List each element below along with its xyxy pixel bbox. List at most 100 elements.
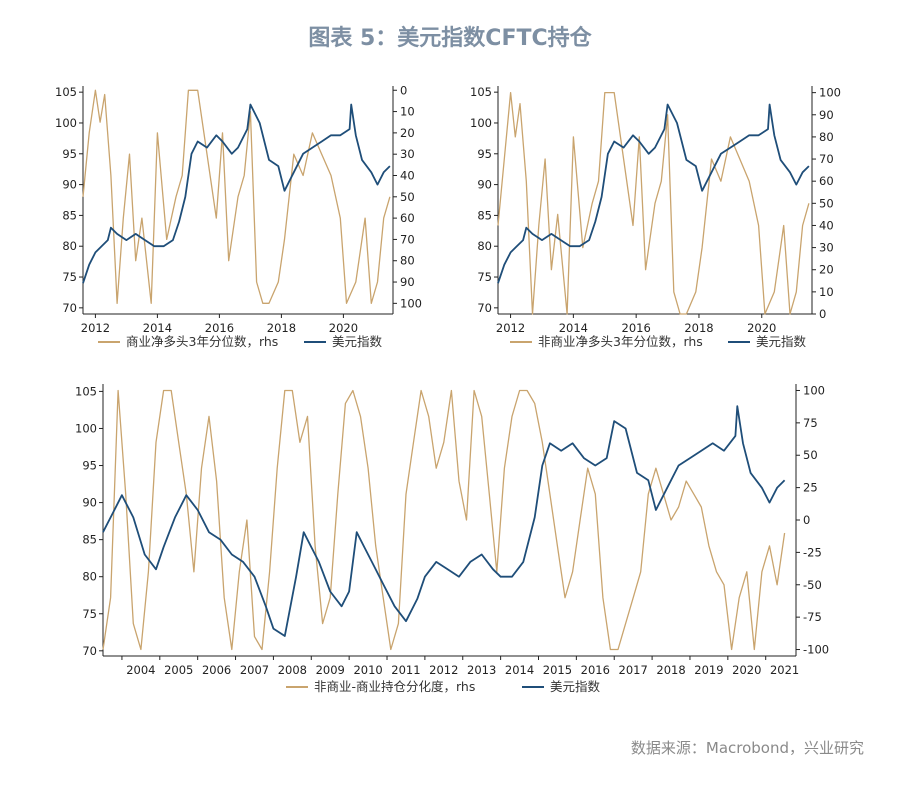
chart-panel-divergence: 70 75 80 85 90 95 100 105 -100 -75 -50 -25 0 25 50 75 10…	[75, 383, 829, 694]
x-tick-label: 2010	[353, 663, 382, 677]
x-tick-label: 2013	[467, 663, 496, 677]
rhs-tick-label: 100	[819, 86, 841, 100]
x-tick-label: 2014	[505, 663, 534, 677]
x-tick-label: 2019	[694, 663, 723, 677]
legend-label-usd-index: 美元指数	[550, 679, 601, 694]
lhs-tick-label: 75	[82, 607, 97, 621]
x-tick-label: 2014	[559, 321, 588, 335]
series-line-usd-index	[82, 103, 391, 284]
x-tick-label: 2017	[619, 663, 648, 677]
x-tick-label: 2020	[732, 663, 761, 677]
rhs-tick-label: 0	[803, 513, 810, 527]
chart-panel-commercial: 70 75 80 85 90 95 100 105 0 10 20 30 40 50 60 70 80 90 100…	[55, 83, 422, 349]
rhs-tick-label: 50	[819, 196, 834, 210]
series-line-cftc	[82, 89, 391, 304]
x-tick-label: 2014	[143, 321, 172, 335]
rhs-tick-label: 70	[819, 152, 834, 166]
lhs-tick-label: 105	[55, 85, 77, 99]
rhs-tick-label: 90	[400, 275, 415, 289]
series-line-cftc	[497, 91, 810, 315]
x-tick-label: 2009	[316, 663, 345, 677]
series-line-usd-index	[102, 405, 786, 637]
lhs-tick-label: 90	[82, 496, 97, 510]
rhs-tick-label: 10	[819, 285, 834, 299]
lhs-tick-label: 100	[75, 421, 97, 435]
lhs-tick-label: 70	[82, 644, 97, 658]
lhs-tick-label: 70	[62, 301, 77, 315]
lhs-tick-label: 75	[62, 270, 77, 284]
rhs-tick-label: -25	[803, 545, 822, 559]
lhs-tick-label: 100	[470, 116, 492, 130]
rhs-tick-label: -50	[803, 578, 822, 592]
chart-title: 图表 5：美元指数CFTC持仓	[308, 26, 592, 51]
lhs-tick-label: 85	[477, 208, 492, 222]
x-tick-label: 2021	[770, 663, 799, 677]
lhs-tick-label: 80	[62, 239, 77, 253]
rhs-tick-label: 75	[803, 416, 818, 430]
x-tick-label: 2007	[240, 663, 269, 677]
lhs-tick-label: 95	[82, 459, 97, 473]
lhs-tick-label: 95	[477, 147, 492, 161]
rhs-tick-label: 80	[819, 130, 834, 144]
rhs-tick-label: 0	[819, 307, 826, 321]
series-line-usd-index	[497, 103, 810, 284]
x-tick-label: 2016	[205, 321, 234, 335]
rhs-tick-label: -100	[803, 643, 829, 657]
x-tick-label: 2012	[429, 663, 458, 677]
rhs-tick-label: 90	[819, 108, 834, 122]
x-tick-label: 2016	[622, 321, 651, 335]
lhs-tick-label: 80	[82, 570, 97, 584]
rhs-tick-label: 60	[400, 211, 415, 225]
x-tick-label: 2018	[684, 321, 713, 335]
rhs-tick-label: 60	[819, 174, 834, 188]
rhs-tick-label: 40	[400, 168, 415, 182]
lhs-tick-label: 90	[62, 178, 77, 192]
rhs-tick-label: 40	[819, 218, 834, 232]
legend-label-cftc: 非商业-商业持仓分化度，rhs	[314, 679, 475, 694]
x-tick-label: 2006	[202, 663, 231, 677]
x-tick-label: 2012	[496, 321, 525, 335]
rhs-tick-label: 100	[400, 296, 422, 310]
rhs-tick-label: 80	[400, 254, 415, 268]
source-note: 数据来源：Macrobond，兴业研究	[630, 739, 864, 757]
x-tick-label: 2011	[391, 663, 420, 677]
x-tick-label: 2018	[267, 321, 296, 335]
rhs-tick-label: 70	[400, 232, 415, 246]
x-tick-label: 2008	[278, 663, 307, 677]
lhs-tick-label: 70	[477, 301, 492, 315]
rhs-tick-label: 30	[819, 241, 834, 255]
lhs-tick-label: 85	[82, 533, 97, 547]
rhs-tick-label: 25	[803, 481, 818, 495]
x-tick-label: 2015	[543, 663, 572, 677]
lhs-tick-label: 100	[55, 116, 77, 130]
x-tick-label: 2020	[329, 321, 358, 335]
rhs-tick-label: 50	[400, 190, 415, 204]
chart-panel-noncommercial: 70 75 80 85 90 95 100 105 0 10 20 30 40 50 60 70 80 90 100…	[470, 85, 841, 349]
rhs-tick-label: 20	[819, 263, 834, 277]
lhs-tick-label: 85	[62, 208, 77, 222]
rhs-tick-label: 0	[400, 83, 407, 97]
rhs-tick-label: 30	[400, 147, 415, 161]
rhs-tick-label: -75	[803, 610, 822, 624]
series-line-cftc	[102, 389, 786, 651]
lhs-tick-label: 80	[477, 239, 492, 253]
rhs-tick-label: 20	[400, 126, 415, 140]
x-tick-label: 2005	[164, 663, 193, 677]
x-tick-label: 2020	[747, 321, 776, 335]
legend-label-cftc: 商业净多头3年分位数，rhs	[126, 334, 278, 349]
legend-label-usd-index: 美元指数	[756, 334, 807, 349]
lhs-tick-label: 95	[62, 147, 77, 161]
legend-label-cftc: 非商业净多头3年分位数，rhs	[538, 334, 703, 349]
lhs-tick-label: 105	[75, 384, 97, 398]
x-tick-label: 2004	[126, 663, 155, 677]
legend-label-usd-index: 美元指数	[332, 334, 383, 349]
lhs-tick-label: 90	[477, 178, 492, 192]
x-tick-label: 2018	[656, 663, 685, 677]
rhs-tick-label: 10	[400, 105, 415, 119]
lhs-tick-label: 75	[477, 270, 492, 284]
x-tick-label: 2012	[81, 321, 110, 335]
rhs-tick-label: 100	[803, 383, 825, 397]
lhs-tick-label: 105	[470, 85, 492, 99]
rhs-tick-label: 50	[803, 448, 818, 462]
